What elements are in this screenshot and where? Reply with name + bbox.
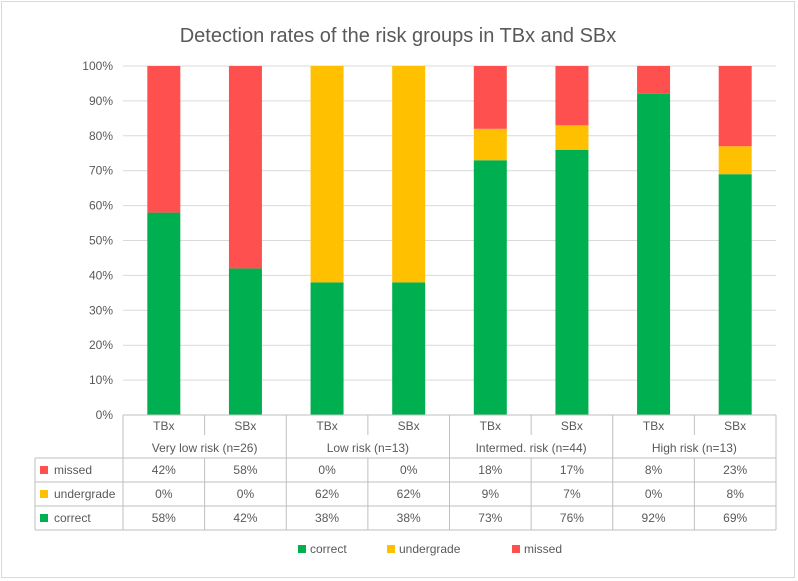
data-label: 38% [397, 511, 421, 525]
bar-missed [555, 66, 589, 126]
bar-undergrade [473, 128, 507, 161]
bar-correct [392, 282, 426, 415]
y-tick-label: 40% [89, 268, 113, 282]
data-label: 7% [563, 487, 581, 501]
group-label: High risk (n=13) [652, 441, 737, 455]
x-tick-label: TBx [316, 419, 337, 433]
data-label: 23% [723, 463, 747, 477]
data-label: 18% [478, 463, 502, 477]
data-label: 62% [397, 487, 421, 501]
y-tick-label: 0% [96, 408, 114, 422]
legend-label: undergrade [399, 542, 461, 556]
bar-missed [637, 66, 671, 94]
table-row-label: missed [54, 463, 92, 477]
y-tick-label: 60% [89, 199, 113, 213]
data-label: 0% [155, 487, 173, 501]
bar-correct [718, 174, 752, 415]
data-label: 9% [482, 487, 500, 501]
data-label: 58% [152, 511, 176, 525]
x-tick-label: TBx [480, 419, 501, 433]
y-tick-label: 90% [89, 94, 113, 108]
group-label: Very low risk (n=26) [152, 441, 258, 455]
x-tick-label: SBx [561, 419, 583, 433]
y-tick-label: 30% [89, 303, 113, 317]
x-tick-label: SBx [398, 419, 420, 433]
bar-undergrade [718, 146, 752, 175]
bar-undergrade [392, 66, 426, 283]
bar-undergrade [310, 66, 344, 283]
table-key-correct [40, 514, 48, 522]
y-tick-label: 10% [89, 373, 113, 387]
legend-label: correct [310, 542, 347, 556]
bar-correct [228, 268, 262, 415]
table-row-label: undergrade [54, 487, 116, 501]
data-label: 0% [400, 463, 418, 477]
y-tick-label: 70% [89, 164, 113, 178]
bar-correct [310, 282, 344, 415]
y-tick-label: 80% [89, 129, 113, 143]
data-label: 0% [237, 487, 255, 501]
group-label: Low risk (n=13) [327, 441, 409, 455]
data-label: 8% [645, 463, 663, 477]
chart-title: Detection rates of the risk groups in TB… [180, 25, 617, 47]
bar-correct [147, 212, 181, 415]
bar-correct [473, 160, 507, 415]
data-label: 38% [315, 511, 339, 525]
data-label: 62% [315, 487, 339, 501]
y-tick-label: 50% [89, 234, 113, 248]
data-label: 8% [727, 487, 745, 501]
y-tick-label: 100% [82, 59, 113, 73]
x-tick-label: TBx [643, 419, 664, 433]
bar-missed [718, 66, 752, 147]
legend-label: missed [524, 542, 562, 556]
bar-correct [637, 93, 671, 416]
bar-correct [555, 149, 589, 415]
group-label: Intermed. risk (n=44) [476, 441, 587, 455]
table-key-undergrade [40, 490, 48, 498]
bar-undergrade [555, 125, 589, 150]
legend-key-correct [298, 545, 306, 553]
data-label: 76% [560, 511, 584, 525]
bar-missed [473, 66, 507, 129]
y-tick-label: 20% [89, 338, 113, 352]
x-tick-label: SBx [724, 419, 746, 433]
data-label: 0% [318, 463, 336, 477]
data-label: 73% [478, 511, 502, 525]
table-key-missed [40, 466, 48, 474]
legend-key-missed [512, 545, 520, 553]
x-tick-label: SBx [234, 419, 256, 433]
x-tick-label: TBx [153, 419, 174, 433]
data-label: 58% [233, 463, 257, 477]
data-label: 0% [645, 487, 663, 501]
bar-missed [228, 66, 262, 269]
data-label: 69% [723, 511, 747, 525]
data-label: 42% [152, 463, 176, 477]
legend-key-undergrade [387, 545, 395, 553]
data-label: 92% [642, 511, 666, 525]
data-label: 17% [560, 463, 584, 477]
table-row-label: correct [54, 511, 91, 525]
bar-missed [147, 66, 181, 213]
data-label: 42% [233, 511, 257, 525]
